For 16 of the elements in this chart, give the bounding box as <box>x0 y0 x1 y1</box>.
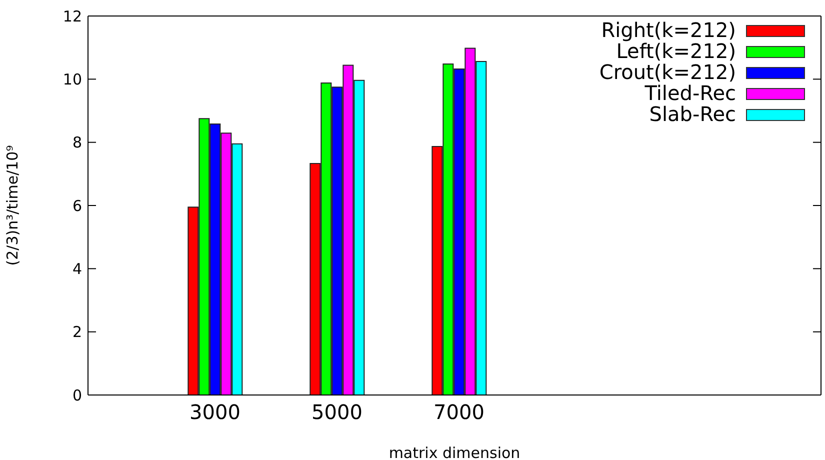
x-axis-title: matrix dimension <box>388 444 520 460</box>
y-tick-label: 8 <box>72 134 82 152</box>
y-axis-title: (2/3)n³/time/10⁹ <box>3 145 22 266</box>
y-tick-label: 6 <box>72 196 82 215</box>
y-tick-label: 10 <box>62 70 82 88</box>
legend-label: Right(k=212) <box>601 18 736 42</box>
legend-label: Crout(k=212) <box>599 60 736 84</box>
y-tick-label: 4 <box>72 260 82 278</box>
x-tick-label: 7000 <box>434 400 484 424</box>
y-tick-label: 0 <box>72 386 82 404</box>
legend-label: Tiled-Rec <box>644 81 736 105</box>
x-tick-label: 5000 <box>312 400 362 424</box>
legend-label: Slab-Rec <box>649 102 736 126</box>
y-tick-label: 2 <box>72 323 82 342</box>
y-tick-label: 12 <box>62 7 82 26</box>
x-tick-label: 3000 <box>190 400 240 424</box>
